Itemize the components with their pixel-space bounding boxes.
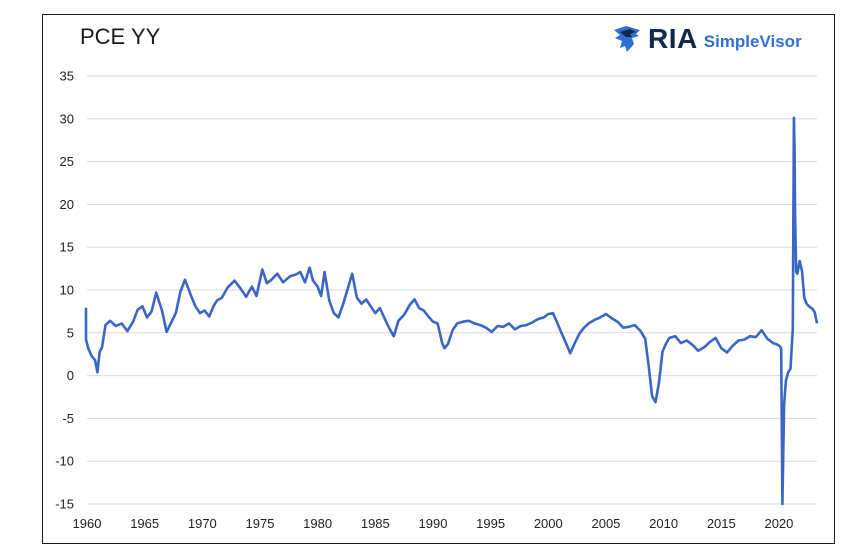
y-tick-label: 10 xyxy=(60,283,74,298)
x-tick-label: 2000 xyxy=(534,516,563,531)
chart-title: PCE YY xyxy=(80,24,161,49)
x-tick-label: 1965 xyxy=(130,516,159,531)
x-tick-label: 1995 xyxy=(476,516,505,531)
series-lines xyxy=(84,116,819,506)
y-tick-label: 30 xyxy=(60,111,74,126)
x-tick-label: 2005 xyxy=(591,516,620,531)
y-tick-label: -5 xyxy=(62,411,74,426)
brand-logo: RIA SimpleVisor xyxy=(612,22,802,56)
y-tick-label: 5 xyxy=(67,325,74,340)
chart-frame xyxy=(42,14,835,544)
y-axis-tick-labels: 35 30 25 20 15 10 5 0 -5 -10 -15 xyxy=(55,69,74,512)
y-tick-label: 20 xyxy=(60,197,74,212)
x-tick-label: 1990 xyxy=(419,516,448,531)
y-tick-label: 35 xyxy=(60,69,74,84)
series-line-0 xyxy=(84,116,819,506)
y-tick-label: 25 xyxy=(60,154,74,169)
x-tick-label: 1980 xyxy=(303,516,332,531)
logo-brand-text: RIA xyxy=(648,23,698,54)
x-tick-label: 1960 xyxy=(73,516,102,531)
eagle-logo-icon xyxy=(614,26,640,52)
x-axis-tick-labels: 1960 1965 1970 1975 1980 1985 1990 1995 2000 2005… xyxy=(73,516,794,531)
x-tick-label: 2020 xyxy=(764,516,793,531)
y-tick-label: -15 xyxy=(55,497,74,512)
x-tick-label: 1975 xyxy=(246,516,275,531)
gridlines xyxy=(87,75,817,505)
x-tick-label: 1985 xyxy=(361,516,390,531)
y-tick-label: 15 xyxy=(60,240,74,255)
x-tick-label: 2015 xyxy=(707,516,736,531)
y-tick-label: -10 xyxy=(55,454,74,469)
x-tick-label: 1970 xyxy=(188,516,217,531)
y-tick-label: 0 xyxy=(67,368,74,383)
logo-product-text: SimpleVisor xyxy=(703,32,802,51)
x-tick-label: 2010 xyxy=(649,516,678,531)
